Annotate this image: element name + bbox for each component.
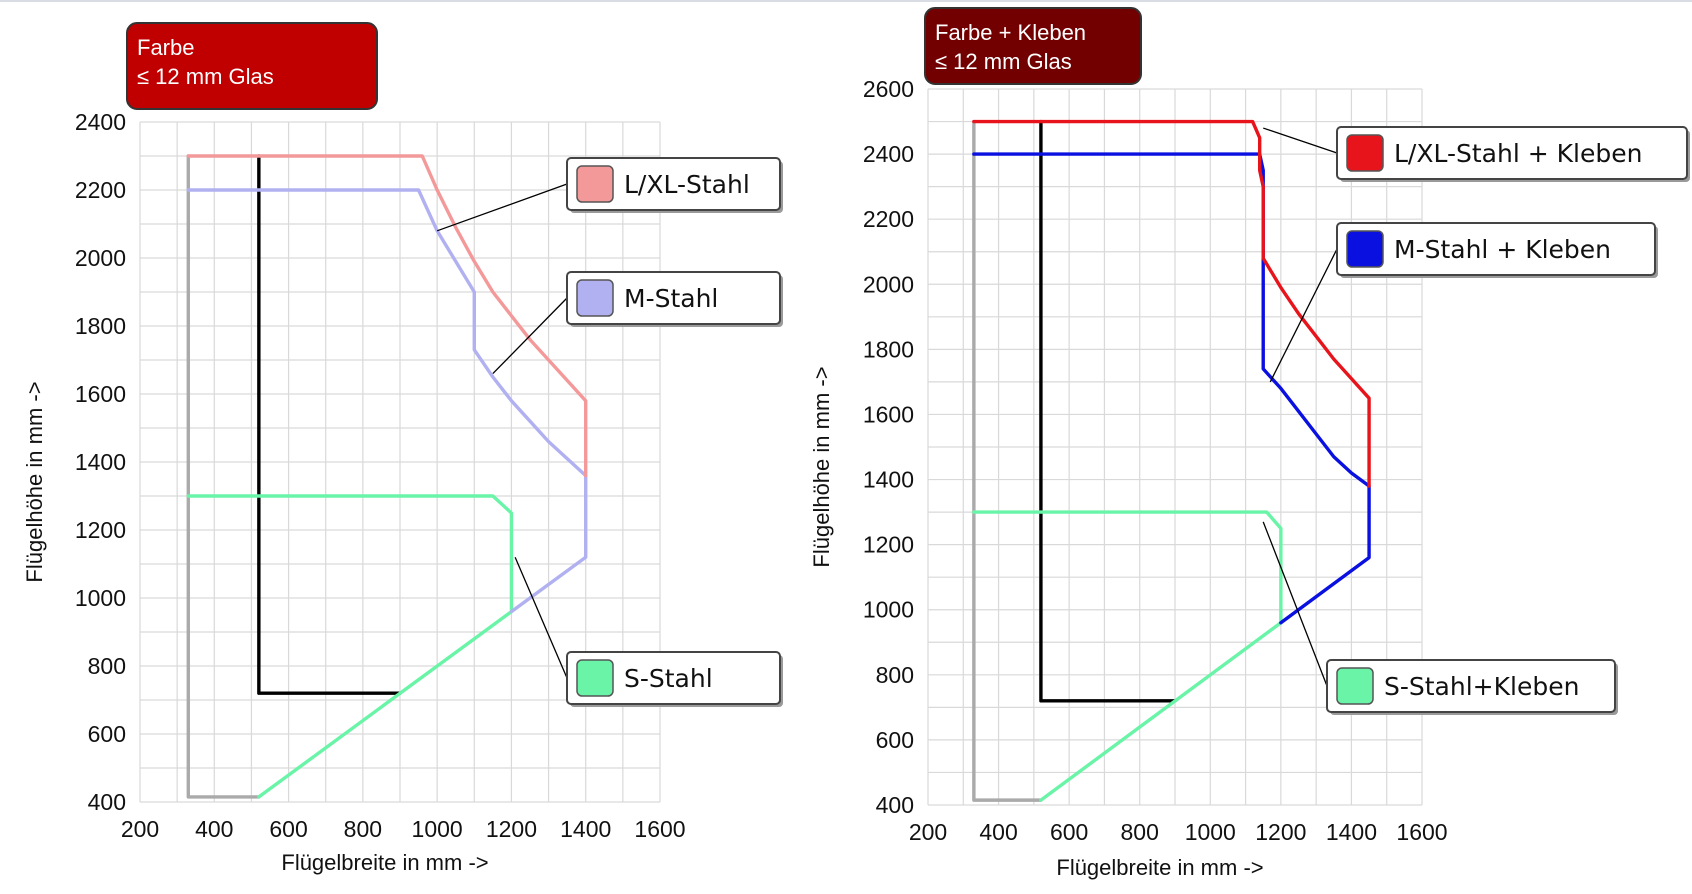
legend-leader-line	[492, 297, 568, 375]
y-tick-label: 600	[876, 727, 914, 753]
x-tick-label: 800	[1121, 819, 1159, 845]
y-tick-label: 2400	[75, 109, 126, 135]
y-axis-title: Flügelhöhe in mm ->	[22, 381, 47, 582]
y-tick-label: 1800	[75, 313, 126, 339]
x-tick-label: 1200	[1255, 819, 1306, 845]
y-tick-label: 1000	[863, 597, 914, 623]
y-tick-label: 800	[876, 662, 914, 688]
chart-1: 200 400 600 800 1000 1200 1400 1600400600800100…	[22, 22, 783, 875]
legend-label: M-Stahl + Kleben	[1394, 235, 1611, 264]
y-tick-label: 800	[88, 653, 126, 679]
y-tick-label: 2200	[863, 206, 914, 232]
y-tick-label: 1400	[863, 467, 914, 493]
y-tick-label: 1600	[75, 381, 126, 407]
y-tick-label: 400	[876, 792, 914, 818]
x-tick-label: 1000	[1185, 819, 1236, 845]
legend-label: S-Stahl	[624, 664, 713, 693]
y-tick-label: 1000	[75, 585, 126, 611]
legend-swatch	[576, 659, 614, 697]
series-line-frame-black	[1039, 119, 1177, 703]
badge-text-line: ≤ 12 mm Glas	[935, 49, 1072, 74]
x-tick-label: 1600	[1396, 819, 1447, 845]
badge-text-line: ≤ 12 mm Glas	[137, 64, 274, 89]
series-line-l-xl-stahl-kleben	[972, 119, 1371, 488]
series-line-frame-black	[257, 154, 402, 695]
legend-box	[1326, 659, 1616, 713]
x-tick-label: 1400	[560, 816, 611, 842]
legend-leader-line	[436, 183, 568, 232]
y-tick-label: 1200	[75, 517, 126, 543]
y-tick-label: 2200	[75, 177, 126, 203]
series-line-m-stahl-kleben	[972, 152, 1371, 625]
y-axis-title: Flügelhöhe in mm ->	[809, 366, 834, 567]
series-line-l-xl-stahl	[186, 154, 588, 478]
x-tick-label: 200	[121, 816, 159, 842]
x-tick-label: 1200	[486, 816, 537, 842]
title-badge	[924, 7, 1142, 85]
y-tick-label: 2000	[863, 271, 914, 297]
x-tick-label: 600	[269, 816, 307, 842]
x-tick-label: 600	[1050, 819, 1088, 845]
legend-swatch	[1336, 667, 1374, 705]
chart-2: 200 400 600 800 1000 1200 1400 1600400600800100…	[809, 7, 1690, 880]
legend-swatch	[1346, 230, 1384, 268]
series-line-outline-grey	[186, 154, 261, 799]
legend-leader-line	[514, 556, 568, 679]
x-tick-label: 200	[909, 819, 947, 845]
legend-label: S-Stahl+Kleben	[1384, 672, 1579, 701]
title-badge	[126, 22, 378, 110]
y-tick-label: 2600	[863, 76, 914, 102]
legend-label: M-Stahl	[624, 284, 718, 313]
y-tick-label: 1800	[863, 336, 914, 362]
legend-leader-line	[1262, 521, 1328, 687]
badge-text-line: Farbe	[137, 35, 194, 60]
series-line-m-stahl	[186, 188, 588, 614]
y-tick-label: 1400	[75, 449, 126, 475]
y-tick-label: 2000	[75, 245, 126, 271]
x-tick-label: 1600	[634, 816, 685, 842]
y-tick-label: 1200	[863, 532, 914, 558]
legend-swatch	[576, 165, 614, 203]
x-tick-label: 800	[344, 816, 382, 842]
legend-box	[1336, 222, 1656, 276]
legend-swatch	[1346, 134, 1384, 172]
y-tick-label: 600	[88, 721, 126, 747]
x-axis-title: Flügelbreite in mm ->	[1056, 855, 1263, 880]
legend-box	[566, 157, 781, 211]
legend-leader-line	[1269, 248, 1338, 383]
legend-swatch	[576, 279, 614, 317]
y-tick-label: 400	[88, 789, 126, 815]
y-tick-label: 1600	[863, 401, 914, 427]
badge-text-line: Farbe + Kleben	[935, 20, 1086, 45]
x-tick-label: 400	[979, 819, 1017, 845]
top-border-line	[0, 0, 1692, 2]
x-tick-label: 1400	[1326, 819, 1377, 845]
legend-box	[566, 651, 781, 705]
series-line-outline-grey	[972, 119, 1043, 802]
legend-box	[566, 271, 781, 325]
legend-label: L/XL-Stahl	[624, 170, 750, 199]
legend-box	[1336, 126, 1688, 180]
y-tick-label: 2400	[863, 141, 914, 167]
series-line-s-stahl	[186, 494, 514, 799]
legend-leader-line	[1263, 127, 1338, 154]
x-tick-label: 400	[195, 816, 233, 842]
legend-label: L/XL-Stahl + Kleben	[1394, 139, 1642, 168]
x-tick-label: 1000	[412, 816, 463, 842]
series-line-s-stahl-kleben	[972, 510, 1283, 802]
x-axis-title: Flügelbreite in mm ->	[281, 850, 488, 875]
